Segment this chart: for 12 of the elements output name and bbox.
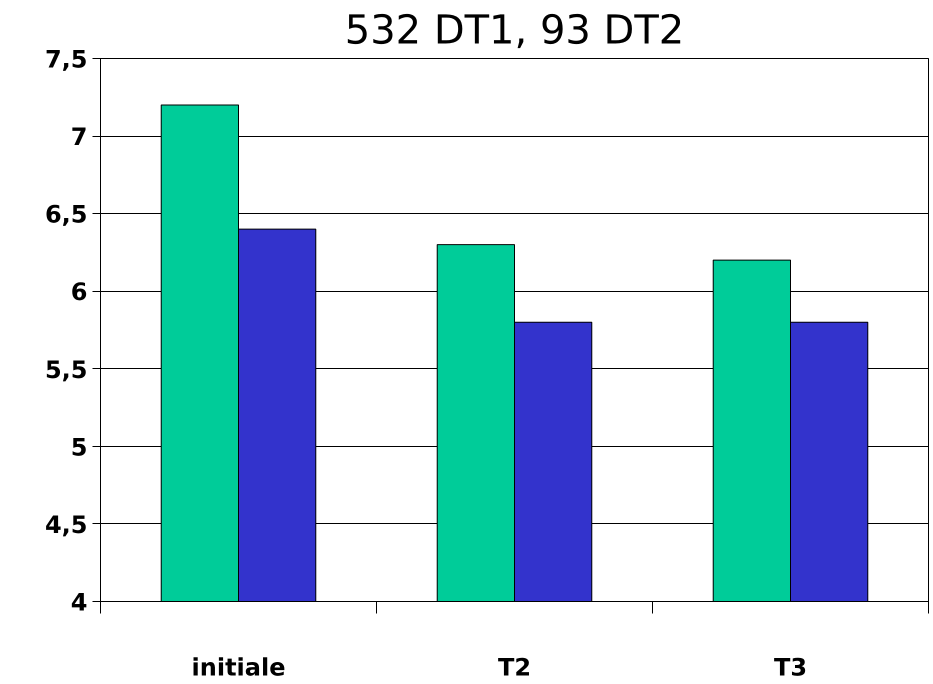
y-tick-label: 7,5 bbox=[44, 46, 88, 74]
y-tick-label: 6,5 bbox=[44, 200, 88, 229]
x-tick-label: T3 bbox=[774, 654, 808, 682]
x-tick-label: initiale bbox=[192, 654, 286, 682]
y-tick-label: 6 bbox=[70, 278, 88, 306]
x-tick-label: T2 bbox=[498, 654, 532, 682]
y-tick-label: 7 bbox=[70, 123, 88, 152]
y-tick-label: 4,5 bbox=[44, 510, 88, 539]
chart-title: 532 DT1, 93 DT2 bbox=[344, 8, 684, 54]
y-tick-label: 5,5 bbox=[44, 356, 88, 384]
y-tick-label: 4 bbox=[70, 588, 88, 616]
y-tick-label: 5 bbox=[70, 433, 88, 462]
